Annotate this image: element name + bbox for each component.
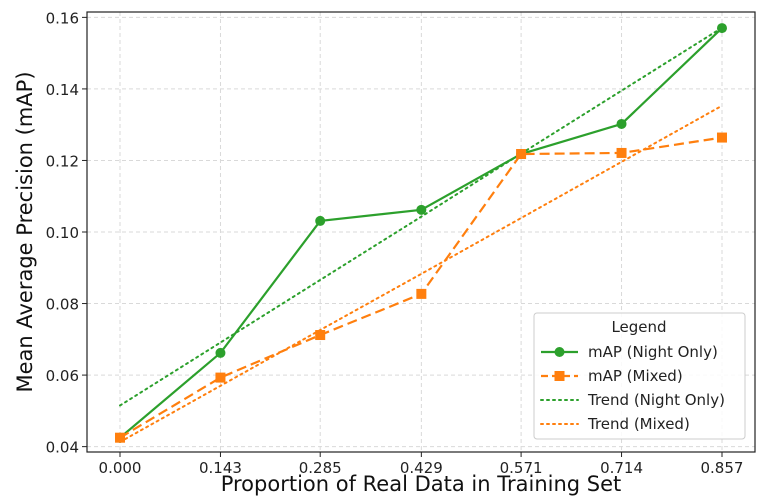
data-point-mixed [616,147,627,158]
y-tick-label: 0.04 [46,439,79,457]
y-tick-label: 0.14 [46,81,79,99]
x-tick-label: 0.285 [299,459,342,477]
data-point-night-only [215,347,226,358]
legend-box [533,312,746,440]
y-tick-label: 0.16 [46,9,79,27]
x-tick-label: 0.429 [400,459,443,477]
y-axis-title: Mean Average Precision (mAP) [13,71,37,392]
data-point-mixed [416,288,427,299]
data-point-mixed [215,372,226,383]
data-point-night-only [716,23,727,34]
x-tick-label: 0.143 [199,459,242,477]
legend: Legend mAP (Night Only) mAP (Mixed) Trend … [533,312,746,440]
series-line-trend-mixed [119,104,723,443]
series-line-trend-night-only [119,26,723,407]
data-point-mixed [315,330,326,341]
data-point-night-only [416,204,427,215]
legend-entries: mAP (Night Only) mAP (Mixed) Trend (Night … [540,343,725,433]
legend-marker-square [554,371,565,381]
y-tick-label: 0.08 [46,296,79,314]
x-axis-title: Proportion of Real Data in Training Set [221,472,622,496]
ticks: 0.000 0.143 0.285 0.429 0.571 0.714 0.857 0.04 0… [46,9,744,477]
x-tick-label: 0.000 [99,459,142,477]
series-layer [115,23,727,443]
y-tick-label: 0.06 [46,367,79,385]
legend-title: Legend [611,318,666,336]
legend-entry-label: mAP (Night Only) [588,343,718,361]
grid-lines [87,12,755,452]
y-tick-label: 0.12 [46,152,79,170]
data-point-mixed [516,149,527,160]
x-tick-label: 0.714 [600,459,643,477]
legend-entry-label: Trend (Mixed) [587,415,690,433]
y-tick-label: 0.10 [46,224,79,242]
legend-entry-label: mAP (Mixed) [588,367,683,385]
legend-entry-label: Trend (Night Only) [587,391,725,409]
x-tick-label: 0.857 [701,459,744,477]
data-point-night-only [315,215,326,226]
data-point-night-only [616,118,627,129]
data-point-mixed [115,432,126,443]
x-tick-label: 0.571 [500,459,543,477]
legend-marker-circle [554,347,565,357]
data-point-mixed [716,132,727,143]
